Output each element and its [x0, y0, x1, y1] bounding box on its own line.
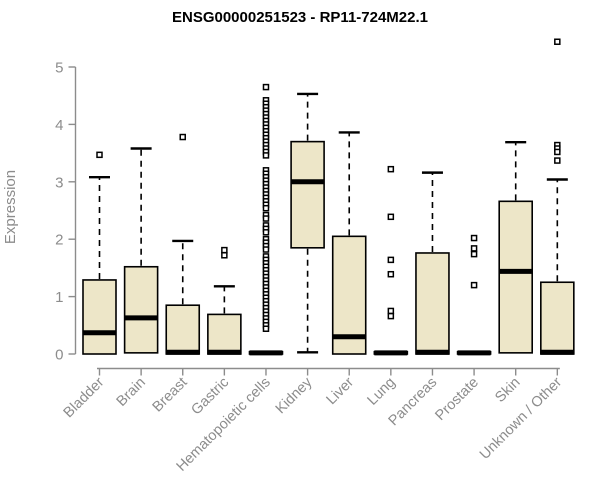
- outlier-point: [470, 250, 478, 258]
- y-tick-label: 1: [55, 289, 63, 306]
- box-group-prostate: [456, 234, 492, 356]
- x-tick-label-lung: Lung: [365, 375, 399, 409]
- outlier-point: [387, 256, 395, 264]
- box-group-brain: [123, 147, 159, 354]
- outlier-point: [387, 312, 395, 320]
- x-tick-label-brain: Brain: [114, 375, 149, 410]
- box-group-hematopoietic-cells: [248, 83, 284, 356]
- x-tick-label-skin: Skin: [492, 375, 523, 406]
- y-tick-label: 0: [55, 347, 63, 364]
- box-group-gastric: [207, 246, 242, 355]
- outlier-point: [387, 213, 395, 221]
- x-tick-label-prostate: Prostate: [432, 375, 481, 424]
- iqr-box: [540, 281, 575, 355]
- outlier-point: [96, 151, 103, 159]
- box-group-pancreas: [415, 171, 450, 355]
- outlier-point: [554, 157, 561, 164]
- outlier-point: [554, 38, 561, 45]
- outlier-point: [179, 133, 186, 141]
- iqr-box: [82, 279, 117, 355]
- outlier-point: [221, 252, 228, 259]
- y-tick-label: 2: [55, 232, 63, 249]
- x-tick-label-bladder: Bladder: [61, 374, 108, 421]
- outlier-point: [470, 281, 478, 289]
- iqr-box: [165, 304, 201, 355]
- iqr-box: [207, 313, 242, 355]
- iqr-box: [415, 252, 450, 355]
- x-tick-label-liver: Liver: [324, 374, 358, 408]
- box-group-skin: [498, 140, 534, 354]
- y-axis-label: Expression: [2, 170, 19, 244]
- y-tick-label: 5: [55, 60, 63, 77]
- iqr-box: [290, 140, 325, 249]
- iqr-box: [498, 200, 534, 354]
- x-tick-label-kidney: Kidney: [273, 374, 316, 417]
- box-group-unknown-other: [540, 38, 575, 355]
- iqr-box: [123, 265, 159, 354]
- box-group-liver: [331, 131, 367, 355]
- outlier-point: [221, 246, 228, 254]
- outlier-point: [387, 165, 395, 173]
- outlier-point: [262, 215, 270, 222]
- outlier-point: [387, 307, 395, 315]
- box-group-kidney: [290, 92, 325, 354]
- outlier-point: [262, 229, 270, 236]
- box-group-lung: [373, 165, 409, 356]
- x-tick-label-breast: Breast: [150, 375, 191, 416]
- box-group-bladder: [82, 151, 117, 355]
- box-group-breast: [165, 133, 201, 355]
- outlier-point: [262, 246, 270, 253]
- outlier-point: [262, 83, 270, 91]
- outlier-point: [262, 325, 270, 332]
- outlier-point: [470, 245, 478, 252]
- y-tick-label: 4: [55, 117, 63, 134]
- outlier-point: [262, 152, 270, 159]
- outlier-point: [387, 270, 395, 278]
- outlier-point: [554, 148, 561, 156]
- outlier-point: [470, 234, 478, 242]
- chart-title: ENSG00000251523 - RP11-724M22.1: [171, 9, 428, 26]
- y-tick-label: 3: [55, 174, 63, 191]
- outlier-point: [262, 204, 270, 212]
